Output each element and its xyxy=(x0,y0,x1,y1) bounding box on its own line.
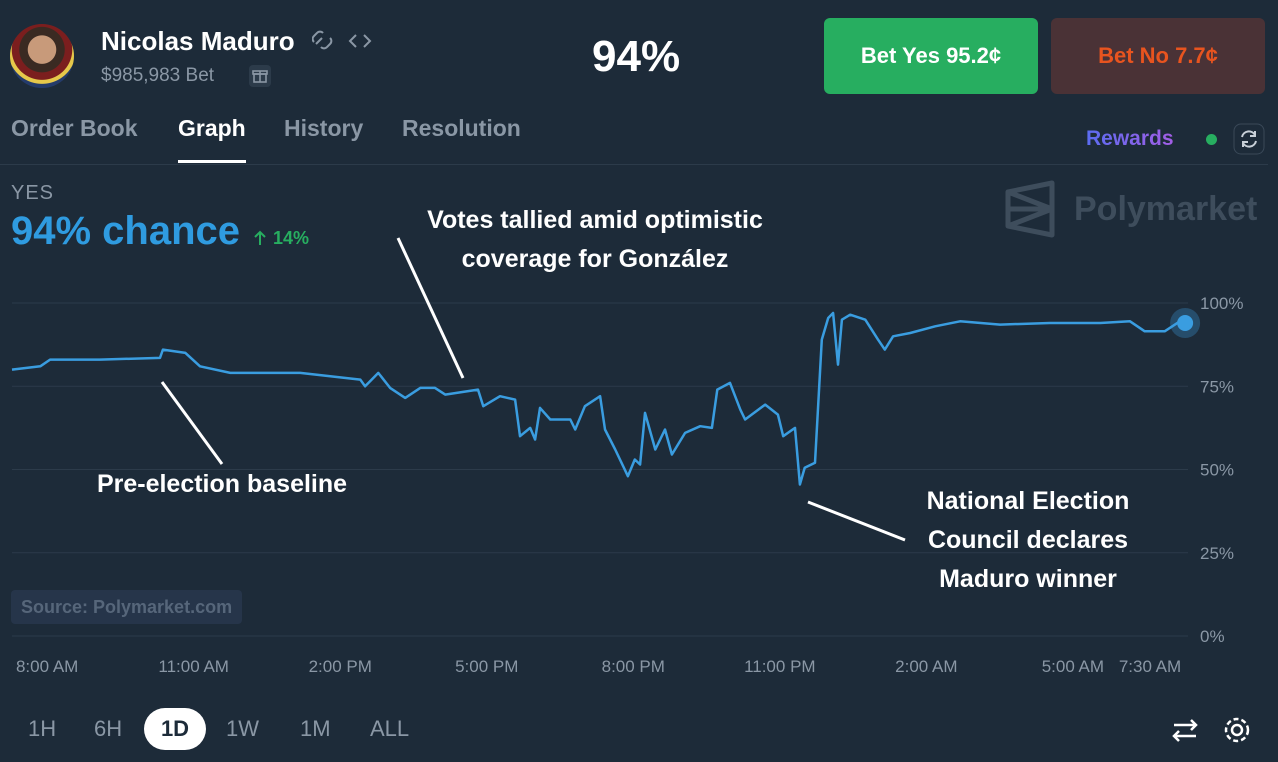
x-tick-label: 2:00 AM xyxy=(895,657,957,676)
y-tick-label: 25% xyxy=(1200,544,1234,563)
y-tick-label: 100% xyxy=(1200,294,1243,313)
range-button[interactable]: ALL xyxy=(370,716,410,741)
tab[interactable]: Order Book xyxy=(11,115,138,141)
avatar xyxy=(10,24,74,88)
rewards-dot xyxy=(1206,134,1217,145)
range-button[interactable]: 1H xyxy=(28,716,57,741)
x-tick-label: 5:00 PM xyxy=(455,657,518,676)
annotation-leader xyxy=(807,500,906,542)
x-tick-label: 8:00 AM xyxy=(16,657,78,676)
annotation-leader xyxy=(160,381,224,465)
change: 14% xyxy=(273,228,310,248)
end-dot xyxy=(1177,314,1194,331)
bet-no-button[interactable]: Bet No 7.7¢ xyxy=(1051,18,1265,94)
annotation: coverage for González xyxy=(462,245,729,273)
annotation-leader xyxy=(396,237,465,379)
annotation: Pre-election baseline xyxy=(97,470,347,498)
range-button[interactable]: 1M xyxy=(300,716,331,741)
outcome-label: YES xyxy=(11,182,55,204)
tab[interactable]: Resolution xyxy=(402,115,521,141)
source-badge: Source: Polymarket.com xyxy=(11,590,243,624)
divider xyxy=(0,164,1268,165)
annotation: National Election xyxy=(927,487,1130,515)
x-tick-label: 11:00 AM xyxy=(158,657,229,676)
bet-yes-button[interactable]: Bet Yes 95.2¢ xyxy=(824,18,1038,94)
annotation: Council declares xyxy=(928,526,1128,554)
up-arrow xyxy=(254,230,266,245)
range-button[interactable]: 1W xyxy=(226,716,259,741)
watermark: Polymarket xyxy=(1074,190,1258,228)
x-tick-label: 7:30 AM xyxy=(1119,657,1181,676)
annotation: Maduro winner xyxy=(939,565,1117,593)
tab[interactable]: Graph xyxy=(178,115,246,141)
tab-underline xyxy=(178,160,246,163)
y-tick-label: 0% xyxy=(1200,627,1225,646)
price-line xyxy=(11,311,1191,486)
polymarket-logo xyxy=(1005,180,1055,238)
probability: 94% xyxy=(592,32,681,81)
range-button[interactable]: 1D xyxy=(144,708,206,750)
rewards[interactable]: Rewards xyxy=(1086,127,1174,150)
annotation: Votes tallied amid optimistic xyxy=(427,206,763,234)
refresh-button[interactable] xyxy=(1233,123,1265,155)
chance: 94% chance xyxy=(11,209,241,253)
link-icons[interactable] xyxy=(312,30,372,52)
y-tick-label: 50% xyxy=(1200,461,1234,480)
y-tick-label: 75% xyxy=(1200,377,1234,396)
range-button[interactable]: 6H xyxy=(94,716,123,741)
market-name: Nicolas Maduro xyxy=(101,26,295,56)
x-tick-label: 8:00 PM xyxy=(602,657,665,676)
toolbar-icons[interactable] xyxy=(1170,715,1260,745)
x-tick-label: 2:00 PM xyxy=(309,657,372,676)
x-tick-label: 11:00 PM xyxy=(744,657,816,676)
volume: $985,983 Bet xyxy=(101,65,215,86)
x-tick-label: 5:00 AM xyxy=(1042,657,1104,676)
gift-icon[interactable] xyxy=(248,64,272,88)
tab[interactable]: History xyxy=(284,115,364,141)
